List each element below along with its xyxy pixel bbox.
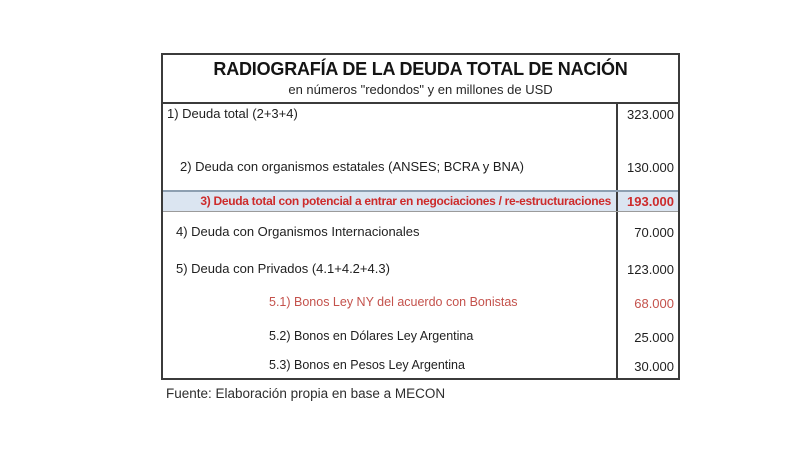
row-label: 5.1) Bonos Ley NY del acuerdo con Bonist… bbox=[163, 286, 618, 320]
row-label: 5.2) Bonos en Dólares Ley Argentina bbox=[163, 320, 618, 354]
row-label: 3) Deuda total con potencial a entrar en… bbox=[163, 192, 618, 211]
row-value: 68.000 bbox=[634, 295, 674, 311]
table-row-bonos-pesos-arg: 5.3) Bonos en Pesos Ley Argentina 30.000 bbox=[163, 354, 678, 378]
row-value: 30.000 bbox=[634, 358, 674, 374]
source-note: Fuente: Elaboración propia en base a MEC… bbox=[166, 386, 446, 401]
row-value: 25.000 bbox=[634, 329, 674, 345]
table-row-deuda-privados: 5) Deuda con Privados (4.1+4.2+4.3) 123.… bbox=[163, 252, 678, 286]
row-label: 2) Deuda con organismos estatales (ANSES… bbox=[163, 144, 618, 190]
row-label: 1) Deuda total (2+3+4) bbox=[163, 104, 618, 144]
row-value: 193.000 bbox=[627, 194, 674, 209]
row-value: 323.000 bbox=[627, 107, 674, 122]
row-value: 130.000 bbox=[627, 159, 674, 175]
row-label: 5.3) Bonos en Pesos Ley Argentina bbox=[163, 354, 618, 378]
table-subtitle: en números "redondos" y en millones de U… bbox=[288, 81, 553, 97]
table-row-bonos-dolares-arg: 5.2) Bonos en Dólares Ley Argentina 25.0… bbox=[163, 320, 678, 354]
table-row-deuda-negociable-highlighted: 3) Deuda total con potencial a entrar en… bbox=[163, 190, 678, 212]
table-row-deuda-total: 1) Deuda total (2+3+4) 323.000 bbox=[163, 104, 678, 144]
row-label: 5) Deuda con Privados (4.1+4.2+4.3) bbox=[163, 252, 618, 286]
row-value: 123.000 bbox=[627, 261, 674, 277]
row-label: 4) Deuda con Organismos Internacionales bbox=[163, 212, 618, 252]
table-body: 1) Deuda total (2+3+4) 323.000 2) Deuda … bbox=[163, 104, 678, 378]
table-header: RADIOGRAFÍA DE LA DEUDA TOTAL DE NACIÓN … bbox=[163, 55, 678, 104]
table-row-organismos-estatales: 2) Deuda con organismos estatales (ANSES… bbox=[163, 144, 678, 190]
table-row-organismos-internacionales: 4) Deuda con Organismos Internacionales … bbox=[163, 212, 678, 252]
table-title: RADIOGRAFÍA DE LA DEUDA TOTAL DE NACIÓN bbox=[213, 59, 628, 80]
row-value: 70.000 bbox=[634, 224, 674, 240]
table-row-bonos-ley-ny: 5.1) Bonos Ley NY del acuerdo con Bonist… bbox=[163, 286, 678, 320]
debt-table: RADIOGRAFÍA DE LA DEUDA TOTAL DE NACIÓN … bbox=[161, 53, 680, 380]
